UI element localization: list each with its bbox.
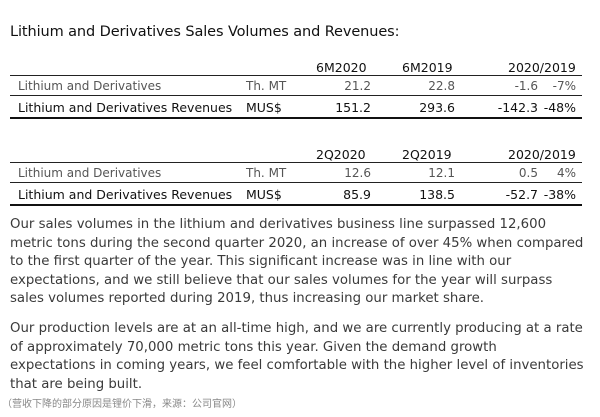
sales-table-2q: 2Q2020 2Q2019 2020/2019 Lithium and Deri… [10, 145, 582, 206]
body-paragraph-production: Our production levels are at an all-time… [10, 321, 584, 392]
table-row: Lithium and Derivatives Th. MT 21.2 22.8… [10, 76, 582, 96]
table-header: 6M2020 6M2019 2020/2019 [10, 58, 582, 76]
value-current: 12.6 [344, 166, 371, 180]
col-header-prior: 6M2019 [402, 60, 453, 75]
sales-table-6m: 6M2020 6M2019 2020/2019 Lithium and Deri… [10, 58, 582, 119]
row-unit: Th. MT [246, 79, 287, 93]
value-pct: -7% [552, 79, 576, 93]
value-current: 85.9 [343, 187, 371, 202]
value-current: 21.2 [344, 79, 371, 93]
value-diff: -142.3 [497, 100, 538, 115]
value-diff: -1.6 [514, 79, 538, 93]
table-row: Lithium and Derivatives Th. MT 12.6 12.1… [10, 163, 582, 183]
body-paragraph-sales: Our sales volumes in the lithium and der… [10, 217, 584, 307]
col-header-current: 6M2020 [316, 60, 367, 75]
value-prior: 138.5 [419, 187, 455, 202]
value-current: 151.2 [335, 100, 371, 115]
value-prior: 293.6 [419, 100, 455, 115]
table-row: Lithium and Derivatives Revenues MUS$ 15… [10, 96, 582, 119]
table-header: 2Q2020 2Q2019 2020/2019 [10, 145, 582, 163]
col-header-change: 2020/2019 [508, 147, 576, 162]
value-prior: 22.8 [428, 79, 455, 93]
value-diff: 0.5 [518, 166, 538, 180]
row-unit: Th. MT [246, 166, 287, 180]
source-footnote: （营收下降的部分原因是锂价下滑，来源：公司官网） [2, 399, 242, 410]
row-label: Lithium and Derivatives [18, 79, 162, 93]
value-pct: -38% [543, 187, 576, 202]
table-row: Lithium and Derivatives Revenues MUS$ 85… [10, 183, 582, 206]
value-pct: 4% [556, 166, 576, 180]
row-label: Lithium and Derivatives Revenues [18, 100, 233, 115]
row-label: Lithium and Derivatives [18, 166, 162, 180]
col-header-current: 2Q2020 [316, 147, 366, 162]
value-diff: -52.7 [505, 187, 538, 202]
value-prior: 12.1 [428, 166, 455, 180]
col-header-change: 2020/2019 [508, 60, 576, 75]
row-label: Lithium and Derivatives Revenues [18, 187, 233, 202]
col-header-prior: 2Q2019 [402, 147, 452, 162]
value-pct: -48% [543, 100, 576, 115]
page-title: Lithium and Derivatives Sales Volumes an… [10, 24, 400, 40]
row-unit: MUS$ [246, 187, 282, 202]
row-unit: MUS$ [246, 100, 282, 115]
